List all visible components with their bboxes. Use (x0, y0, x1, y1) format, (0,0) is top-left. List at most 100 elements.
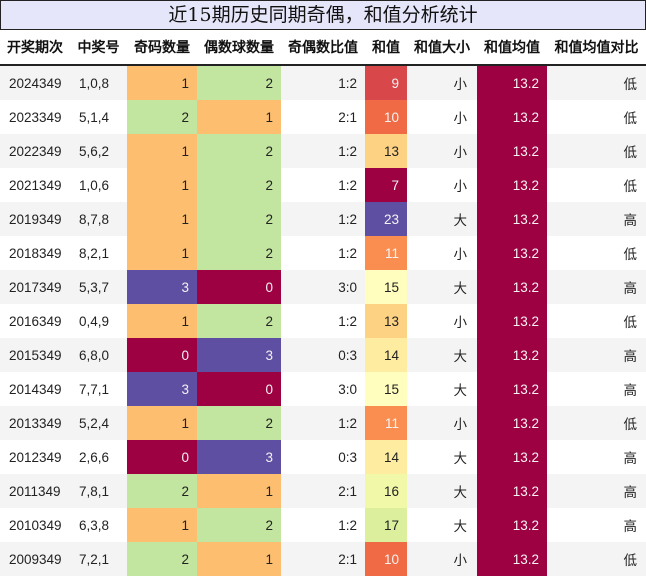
table-row: 2023349 5,1,4 2 1 2:1 10 小 13.2 低 (0, 100, 646, 134)
table-row: 2010349 6,3,8 1 2 1:2 17 大 13.2 高 (0, 508, 646, 542)
cell-mean-compare: 低 (547, 100, 646, 134)
cell-numbers: 0,4,9 (70, 304, 127, 338)
cell-even-count: 2 (197, 236, 281, 270)
cell-sum-size: 大 (407, 338, 477, 372)
cell-sum-size: 大 (407, 474, 477, 508)
cell-ratio: 2:1 (281, 542, 365, 576)
cell-sum: 11 (365, 236, 407, 270)
cell-mean-compare: 低 (547, 542, 646, 576)
cell-ratio: 1:2 (281, 406, 365, 440)
cell-even-count: 1 (197, 100, 281, 134)
cell-period: 2010349 (0, 508, 70, 542)
cell-ratio: 0:3 (281, 440, 365, 474)
cell-sum: 13 (365, 304, 407, 338)
cell-sum-mean: 13.2 (477, 338, 547, 372)
cell-ratio: 1:2 (281, 65, 365, 100)
col-header-sum-mean: 和值均值 (477, 30, 547, 66)
cell-mean-compare: 低 (547, 304, 646, 338)
cell-numbers: 8,2,1 (70, 236, 127, 270)
cell-odd-count: 1 (127, 508, 197, 542)
table-row: 2009349 7,2,1 2 1 2:1 10 小 13.2 低 (0, 542, 646, 576)
cell-sum-size: 小 (407, 406, 477, 440)
cell-sum-size: 大 (407, 508, 477, 542)
cell-odd-count: 1 (127, 168, 197, 202)
cell-sum-size: 小 (407, 134, 477, 168)
table-row: 2022349 5,6,2 1 2 1:2 13 小 13.2 低 (0, 134, 646, 168)
cell-even-count: 2 (197, 508, 281, 542)
table-row: 2018349 8,2,1 1 2 1:2 11 小 13.2 低 (0, 236, 646, 270)
cell-sum: 13 (365, 134, 407, 168)
cell-numbers: 8,7,8 (70, 202, 127, 236)
cell-sum: 15 (365, 372, 407, 406)
header-row: 开奖期次 中奖号 奇码数量 偶数球数量 奇偶数比值 和值 和值大小 和值均值 和… (0, 30, 646, 66)
cell-sum-mean: 13.2 (477, 474, 547, 508)
cell-sum-mean: 13.2 (477, 440, 547, 474)
cell-ratio: 2:1 (281, 100, 365, 134)
cell-ratio: 0:3 (281, 338, 365, 372)
table-title: 近15期历史同期奇偶，和值分析统计 (0, 0, 646, 30)
cell-sum: 17 (365, 508, 407, 542)
cell-even-count: 3 (197, 440, 281, 474)
cell-odd-count: 2 (127, 474, 197, 508)
cell-mean-compare: 高 (547, 338, 646, 372)
cell-ratio: 1:2 (281, 236, 365, 270)
cell-mean-compare: 高 (547, 270, 646, 304)
table-row: 2011349 7,8,1 2 1 2:1 16 大 13.2 高 (0, 474, 646, 508)
cell-sum-mean: 13.2 (477, 508, 547, 542)
cell-ratio: 1:2 (281, 202, 365, 236)
cell-sum-size: 大 (407, 270, 477, 304)
cell-sum: 14 (365, 440, 407, 474)
cell-odd-count: 0 (127, 440, 197, 474)
cell-sum: 23 (365, 202, 407, 236)
table-row: 2013349 5,2,4 1 2 1:2 11 小 13.2 低 (0, 406, 646, 440)
cell-ratio: 1:2 (281, 304, 365, 338)
cell-numbers: 7,2,1 (70, 542, 127, 576)
table-row: 2019349 8,7,8 1 2 1:2 23 大 13.2 高 (0, 202, 646, 236)
col-header-period: 开奖期次 (0, 30, 70, 66)
cell-sum-size: 小 (407, 542, 477, 576)
cell-sum: 11 (365, 406, 407, 440)
cell-mean-compare: 低 (547, 65, 646, 100)
cell-even-count: 0 (197, 372, 281, 406)
table-row: 2017349 5,3,7 3 0 3:0 15 大 13.2 高 (0, 270, 646, 304)
cell-period: 2021349 (0, 168, 70, 202)
cell-sum-mean: 13.2 (477, 542, 547, 576)
cell-ratio: 3:0 (281, 372, 365, 406)
col-header-odd-count: 奇码数量 (127, 30, 197, 66)
cell-even-count: 2 (197, 202, 281, 236)
cell-sum: 14 (365, 338, 407, 372)
cell-numbers: 1,0,6 (70, 168, 127, 202)
cell-sum-mean: 13.2 (477, 202, 547, 236)
cell-period: 2012349 (0, 440, 70, 474)
cell-sum: 10 (365, 100, 407, 134)
cell-sum-mean: 13.2 (477, 406, 547, 440)
cell-even-count: 3 (197, 338, 281, 372)
col-header-mean-compare: 和值均值对比 (547, 30, 646, 66)
cell-odd-count: 0 (127, 338, 197, 372)
cell-odd-count: 2 (127, 542, 197, 576)
cell-ratio: 1:2 (281, 134, 365, 168)
cell-mean-compare: 低 (547, 236, 646, 270)
cell-period: 2014349 (0, 372, 70, 406)
cell-sum-size: 大 (407, 440, 477, 474)
cell-even-count: 2 (197, 134, 281, 168)
cell-odd-count: 2 (127, 100, 197, 134)
cell-odd-count: 1 (127, 65, 197, 100)
table-row: 2016349 0,4,9 1 2 1:2 13 小 13.2 低 (0, 304, 646, 338)
cell-sum-mean: 13.2 (477, 168, 547, 202)
cell-sum-size: 小 (407, 100, 477, 134)
cell-sum-mean: 13.2 (477, 304, 547, 338)
cell-period: 2016349 (0, 304, 70, 338)
cell-sum-size: 小 (407, 304, 477, 338)
cell-period: 2018349 (0, 236, 70, 270)
table-row: 2024349 1,0,8 1 2 1:2 9 小 13.2 低 (0, 65, 646, 100)
cell-even-count: 2 (197, 304, 281, 338)
cell-sum-mean: 13.2 (477, 270, 547, 304)
cell-period: 2015349 (0, 338, 70, 372)
cell-sum-mean: 13.2 (477, 65, 547, 100)
cell-mean-compare: 低 (547, 406, 646, 440)
cell-even-count: 1 (197, 474, 281, 508)
cell-sum-size: 大 (407, 202, 477, 236)
cell-mean-compare: 低 (547, 134, 646, 168)
col-header-numbers: 中奖号 (70, 30, 127, 66)
